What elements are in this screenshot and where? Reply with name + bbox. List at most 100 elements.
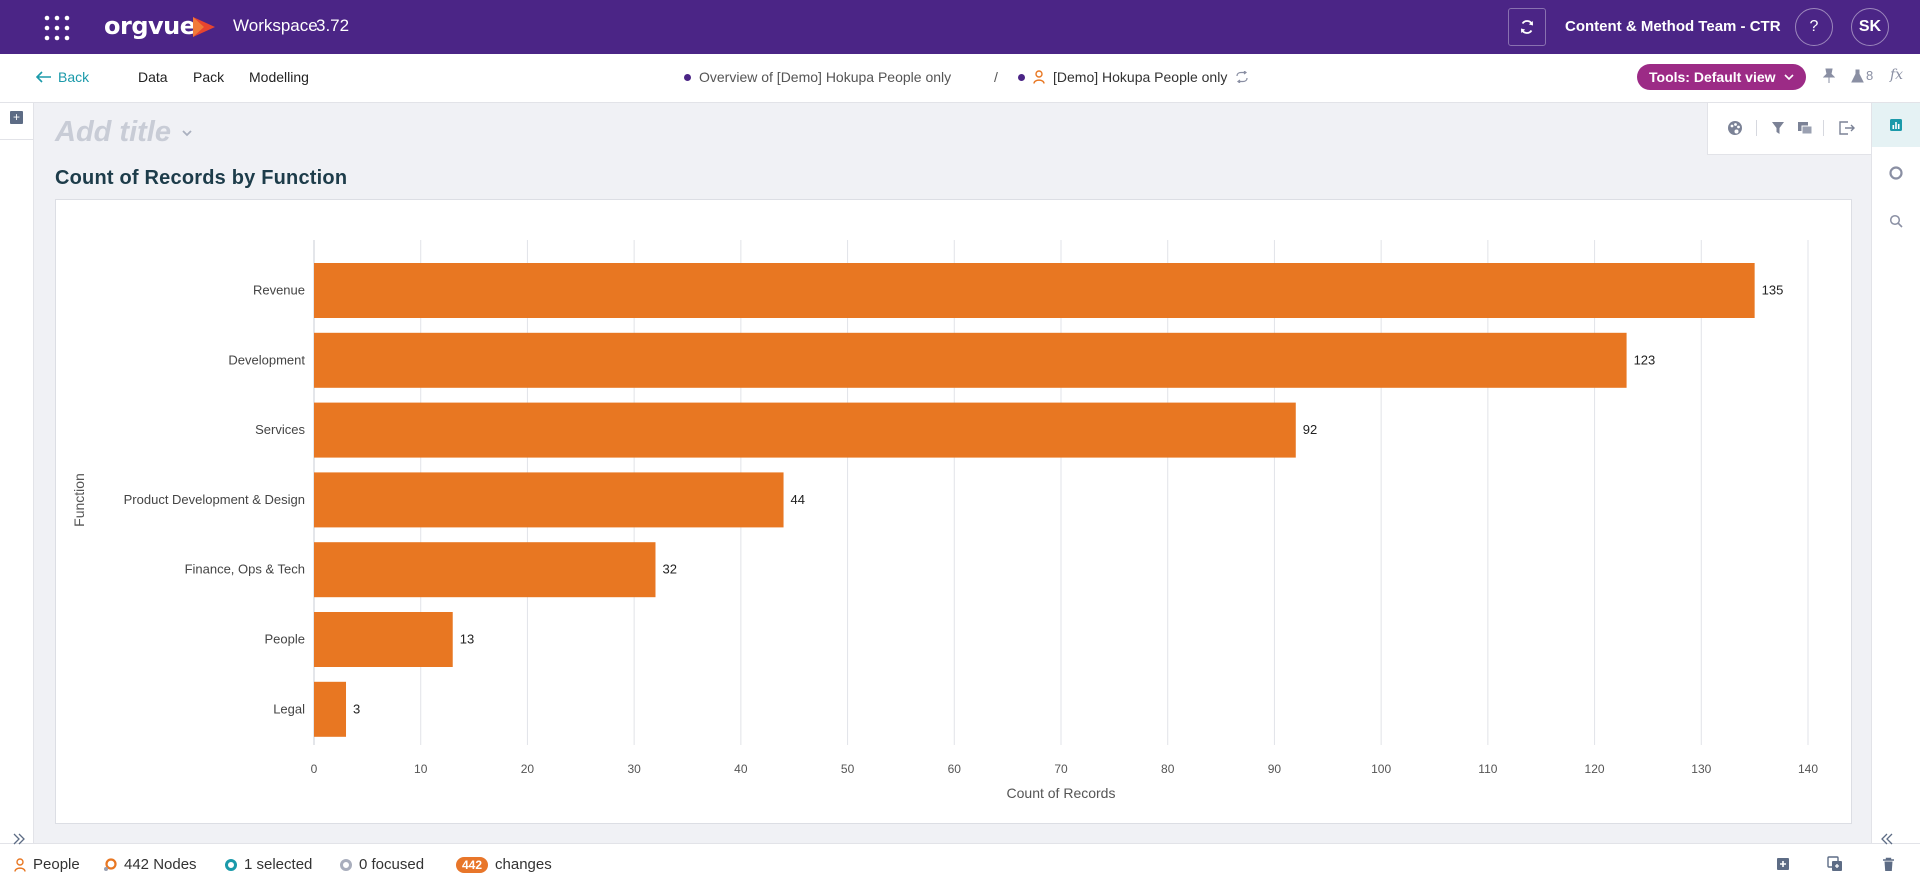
workspace-label: Workspace (233, 16, 318, 35)
experiments-button[interactable]: 8 (1851, 68, 1873, 83)
search-tab[interactable] (1872, 199, 1920, 243)
focused-ring-icon (340, 858, 352, 871)
right-rail (1871, 103, 1920, 843)
y-tick-label: Revenue (253, 283, 305, 298)
collapse-left-icon[interactable] (1880, 829, 1894, 849)
x-tick-label: 130 (1691, 762, 1711, 776)
menu-pack[interactable]: Pack (193, 69, 225, 85)
focused-count: 0 focused (359, 856, 425, 873)
nodes-indicator[interactable]: 442 Nodes (103, 856, 197, 873)
toolbar-divider (1756, 120, 1757, 136)
x-tick-label: 140 (1798, 762, 1818, 776)
team-name[interactable]: Content & Method Team - CTR (1565, 18, 1781, 35)
menu-data[interactable]: Data (138, 69, 168, 85)
delete-icon[interactable] (1880, 856, 1896, 872)
changes-indicator[interactable]: 442 changes (456, 856, 552, 873)
x-tick-label: 10 (414, 762, 428, 776)
view-dot-icon (684, 73, 691, 81)
breadcrumb-separator: / (994, 69, 998, 85)
person-icon (14, 857, 26, 872)
tools-view-label: Tools: Default view (1649, 69, 1776, 85)
bar[interactable] (314, 263, 1755, 318)
x-axis-title: Count of Records (1007, 785, 1116, 801)
help-button[interactable]: ? (1795, 8, 1833, 46)
breadcrumb-dataset-label: [Demo] Hokupa People only (1053, 69, 1228, 85)
breadcrumb-dataset[interactable]: [Demo] Hokupa People only (1018, 69, 1249, 85)
changes-badge: 442 (456, 856, 489, 873)
breadcrumb-overview-label: Overview of [Demo] Hokupa People only (699, 69, 952, 85)
back-button[interactable]: Back (36, 69, 89, 85)
orgvue-logo[interactable]: orgvue (104, 12, 196, 40)
x-tick-label: 0 (311, 762, 318, 776)
circle-icon (1889, 166, 1903, 180)
filter-icon[interactable] (1768, 118, 1788, 138)
status-bar: People 442 Nodes 1 selected 0 focused 44… (0, 833, 1920, 878)
focused-indicator[interactable]: 0 focused (340, 856, 424, 873)
chevron-down-icon[interactable] (181, 129, 193, 137)
app-launcher-icon[interactable] (44, 15, 70, 41)
left-panel-strip: + (0, 103, 34, 843)
add-panel-plus-icon[interactable]: + (10, 111, 23, 124)
add-title-field[interactable]: Add title (55, 116, 193, 149)
arrow-left-icon (36, 71, 51, 83)
x-tick-label: 60 (948, 762, 962, 776)
formula-fx-icon[interactable]: fx (1890, 67, 1904, 83)
pin-icon[interactable] (1823, 68, 1835, 84)
toolbar-divider (1823, 120, 1824, 136)
selected-ring-icon (225, 858, 237, 871)
palette-icon[interactable] (1725, 118, 1745, 138)
copy-node-icon[interactable] (1827, 856, 1843, 872)
selected-indicator[interactable]: 1 selected (225, 856, 312, 873)
menu-modelling[interactable]: Modelling (249, 69, 309, 85)
x-tick-label: 90 (1268, 762, 1282, 776)
bar-chart: 0 10 20 30 40 50 60 70 80 90 100 110 120 130 140 Revenu… (71, 240, 1818, 801)
back-label: Back (58, 69, 90, 85)
bar-data-label: 135 (1762, 283, 1784, 298)
y-tick-label: People (265, 632, 305, 647)
y-tick-label: Finance, Ops & Tech (185, 562, 305, 577)
chart-panel-tab[interactable] (1872, 103, 1920, 147)
workspace-version: 3.72 (316, 16, 350, 35)
bar-data-label: 44 (791, 492, 805, 507)
bar[interactable] (314, 332, 1627, 388)
x-tick-label: 30 (627, 762, 641, 776)
breadcrumb-overview[interactable]: Overview of [Demo] Hokupa People only (684, 69, 951, 85)
x-tick-label: 80 (1161, 762, 1175, 776)
bar-data-label: 3 (353, 701, 360, 716)
experiments-count: 8 (1866, 68, 1874, 83)
properties-tab[interactable] (1872, 151, 1920, 195)
x-tick-label: 50 (841, 762, 855, 776)
bar[interactable] (314, 402, 1296, 458)
x-tick-label: 20 (521, 762, 535, 776)
bar[interactable] (314, 472, 784, 528)
sync-icon (1521, 20, 1533, 34)
tools-view-dropdown[interactable]: Tools: Default view (1637, 64, 1806, 90)
bar[interactable] (314, 612, 453, 667)
flask-icon (1851, 69, 1864, 82)
dataset-name: People (33, 856, 80, 873)
selected-count: 1 selected (244, 856, 313, 873)
bar-data-label: 92 (1303, 422, 1317, 437)
y-tick-label: Services (255, 422, 305, 437)
y-tick-label: Product Development & Design (124, 492, 305, 507)
bar[interactable] (314, 681, 347, 737)
expand-right-icon[interactable] (12, 829, 26, 849)
dataset-dot-icon (1018, 73, 1025, 81)
chart-panel: 0 10 20 30 40 50 60 70 80 90 100 110 120 130 140 Revenu… (55, 199, 1852, 824)
bar[interactable] (314, 542, 656, 598)
sync-button[interactable] (1508, 8, 1546, 46)
layers-icon[interactable] (1795, 118, 1815, 138)
bar-chart-icon (1890, 119, 1902, 131)
y-tick-label: Legal (273, 701, 305, 716)
user-avatar[interactable]: SK (1851, 8, 1889, 46)
y-axis-title: Function (71, 473, 87, 527)
bar-data-label: 123 (1634, 352, 1656, 367)
nodes-icon (104, 857, 117, 871)
chart-toolbar (1707, 103, 1871, 155)
chart-heading: Count of Records by Function (55, 167, 348, 189)
export-icon[interactable] (1837, 118, 1857, 138)
dataset-indicator[interactable]: People (14, 856, 80, 873)
add-node-icon[interactable] (1775, 856, 1791, 872)
refresh-icon[interactable] (1235, 71, 1249, 83)
x-tick-label: 110 (1478, 762, 1497, 776)
